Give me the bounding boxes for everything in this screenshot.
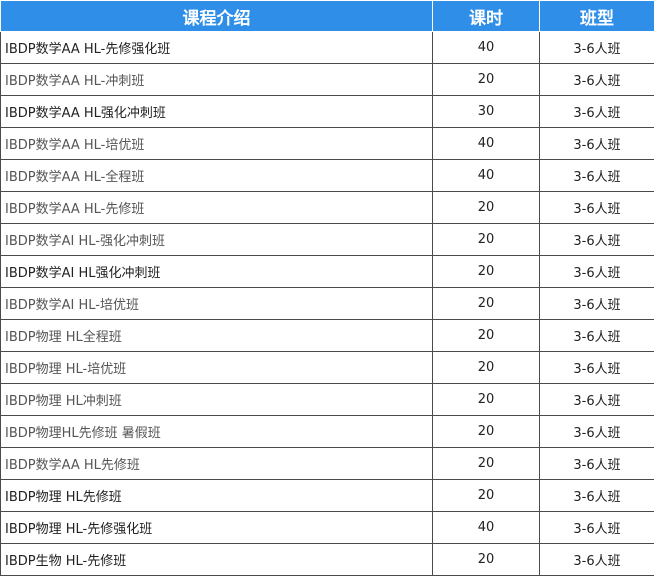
course-name-cell: IBDP数学AA HL-培优班 [0,127,433,160]
class-type-cell: 3-6人班 [539,159,654,192]
header-row: 课程介绍 课时 班型 [0,0,654,32]
course-name-cell: IBDP数学AI HL-培优班 [0,287,433,320]
table-row: IBDP数学AA HL-全程班 40 3-6人班 [0,159,654,192]
course-name-cell: IBDP数学AA HL强化冲刺班 [0,95,433,128]
course-name-cell: IBDP物理 HL先修班 [0,479,433,512]
hours-cell: 20 [432,63,540,96]
header-course: 课程介绍 [0,0,433,32]
table-row: IBDP物理 HL-培优班 20 3-6人班 [0,351,654,384]
class-type-cell: 3-6人班 [539,95,654,128]
hours-cell: 40 [432,511,540,544]
course-name-cell: IBDP物理HL先修班 暑假班 [0,415,433,448]
class-type-cell: 3-6人班 [539,479,654,512]
table-row: IBDP物理 HL冲刺班 20 3-6人班 [0,383,654,416]
class-type-cell: 3-6人班 [539,127,654,160]
table-row: IBDP物理 HL-先修强化班 40 3-6人班 [0,511,654,544]
header-hours: 课时 [432,0,540,32]
table-row: IBDP数学AA HL-先修班 20 3-6人班 [0,191,654,224]
course-name-cell: IBDP生物 HL-先修班 [0,543,433,576]
table-row: IBDP数学AI HL-培优班 20 3-6人班 [0,287,654,320]
hours-cell: 20 [432,287,540,320]
table-row: IBDP数学AI HL强化冲刺班 20 3-6人班 [0,255,654,288]
class-type-cell: 3-6人班 [539,319,654,352]
hours-cell: 30 [432,95,540,128]
class-type-cell: 3-6人班 [539,511,654,544]
course-name-cell: IBDP数学AI HL强化冲刺班 [0,255,433,288]
table-row: IBDP数学AA HL-培优班 40 3-6人班 [0,127,654,160]
course-name-cell: IBDP物理 HL-先修强化班 [0,511,433,544]
table-body: IBDP数学AA HL-先修强化班 40 3-6人班 IBDP数学AA HL-冲刺班 2… [0,31,654,576]
hours-cell: 40 [432,159,540,192]
hours-cell: 20 [432,415,540,448]
class-type-cell: 3-6人班 [539,383,654,416]
table-row: IBDP物理HL先修班 暑假班 20 3-6人班 [0,415,654,448]
class-type-cell: 3-6人班 [539,351,654,384]
table-row: IBDP物理 HL全程班 20 3-6人班 [0,319,654,352]
hours-cell: 20 [432,191,540,224]
class-type-cell: 3-6人班 [539,255,654,288]
course-name-cell: IBDP数学AA HL-全程班 [0,159,433,192]
class-type-cell: 3-6人班 [539,191,654,224]
hours-cell: 20 [432,223,540,256]
table-row: IBDP数学AA HL强化冲刺班 30 3-6人班 [0,95,654,128]
hours-cell: 20 [432,479,540,512]
table-row: IBDP数学AI HL-强化冲刺班 20 3-6人班 [0,223,654,256]
class-type-cell: 3-6人班 [539,543,654,576]
class-type-cell: 3-6人班 [539,31,654,64]
class-type-cell: 3-6人班 [539,287,654,320]
class-type-cell: 3-6人班 [539,63,654,96]
hours-cell: 20 [432,543,540,576]
course-name-cell: IBDP物理 HL全程班 [0,319,433,352]
class-type-cell: 3-6人班 [539,415,654,448]
table-row: IBDP数学AA HL先修班 20 3-6人班 [0,447,654,480]
course-name-cell: IBDP数学AA HL-冲刺班 [0,63,433,96]
table-row: IBDP物理 HL先修班 20 3-6人班 [0,479,654,512]
hours-cell: 40 [432,127,540,160]
hours-cell: 20 [432,319,540,352]
course-name-cell: IBDP数学AA HL先修班 [0,447,433,480]
course-name-cell: IBDP物理 HL冲刺班 [0,383,433,416]
hours-cell: 20 [432,383,540,416]
course-name-cell: IBDP数学AI HL-强化冲刺班 [0,223,433,256]
hours-cell: 40 [432,31,540,64]
course-name-cell: IBDP数学AA HL-先修强化班 [0,31,433,64]
table-row: IBDP数学AA HL-冲刺班 20 3-6人班 [0,63,654,96]
class-type-cell: 3-6人班 [539,447,654,480]
hours-cell: 20 [432,447,540,480]
class-type-cell: 3-6人班 [539,223,654,256]
hours-cell: 20 [432,255,540,288]
course-name-cell: IBDP数学AA HL-先修班 [0,191,433,224]
header-class-type: 班型 [539,0,654,32]
course-name-cell: IBDP物理 HL-培优班 [0,351,433,384]
table-row: IBDP生物 HL-先修班 20 3-6人班 [0,543,654,576]
table-row: IBDP数学AA HL-先修强化班 40 3-6人班 [0,31,654,64]
hours-cell: 20 [432,351,540,384]
